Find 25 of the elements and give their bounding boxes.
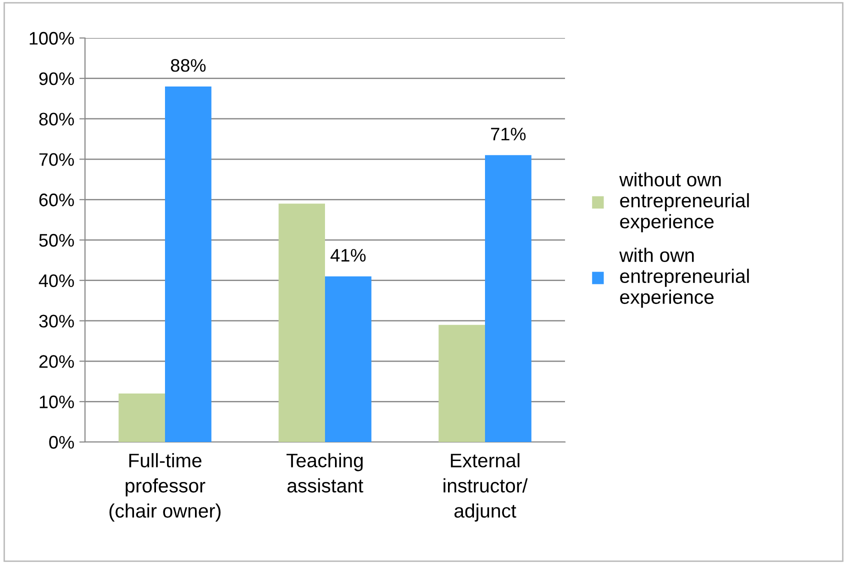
x-tick-label: Teaching assistant <box>286 453 364 493</box>
y-tick-label: 40% <box>38 274 74 288</box>
y-tick-label: 90% <box>39 72 74 86</box>
bar <box>438 324 485 442</box>
bar <box>325 276 372 442</box>
data-label: 41% <box>330 248 366 262</box>
x-tick-label: Full-time professor (chair owner) <box>109 453 221 522</box>
data-label: 71% <box>491 128 526 140</box>
y-tick-label: 30% <box>39 314 74 328</box>
legend-label: without own entrepreneurial experience <box>619 172 749 232</box>
y-tick-label: 10% <box>40 396 74 408</box>
legend-label: with own entrepreneurial experience <box>619 248 749 308</box>
y-tick-label: 60% <box>39 194 74 206</box>
y-tick-label: 80% <box>39 112 74 126</box>
y-tick-label: 100% <box>30 32 74 45</box>
bar <box>485 155 532 442</box>
y-tick-label: 70% <box>39 153 74 166</box>
data-label: 88% <box>170 59 206 72</box>
x-tick-label: External instructor/ adjunct <box>444 453 528 522</box>
bar <box>165 86 212 442</box>
y-tick-label: 0% <box>49 436 74 449</box>
bar <box>278 204 325 442</box>
y-tick-label: 50% <box>39 234 74 247</box>
bar <box>118 394 165 442</box>
y-tick-label: 20% <box>39 355 74 368</box>
